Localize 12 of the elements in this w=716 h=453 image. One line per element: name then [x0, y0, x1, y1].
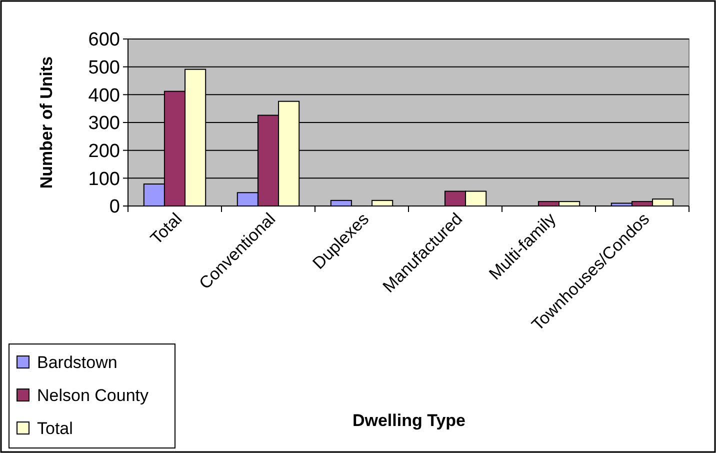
y-tick-label: 500 — [88, 57, 120, 78]
y-tick-label: 400 — [88, 85, 120, 106]
y-tick-label: 100 — [88, 168, 120, 190]
x-axis-title: Dwelling Type — [352, 411, 466, 430]
y-tick-label: 600 — [88, 30, 120, 51]
y-tick-label: 200 — [88, 140, 120, 162]
y-tick-label: 300 — [88, 113, 120, 134]
legend-label: Bardstown — [37, 353, 118, 372]
y-tick-label: 0 — [109, 196, 120, 218]
y-axis-title: Number of Units — [37, 56, 56, 189]
legend-label: Total — [37, 419, 73, 438]
legend-label: Nelson County — [37, 386, 150, 405]
